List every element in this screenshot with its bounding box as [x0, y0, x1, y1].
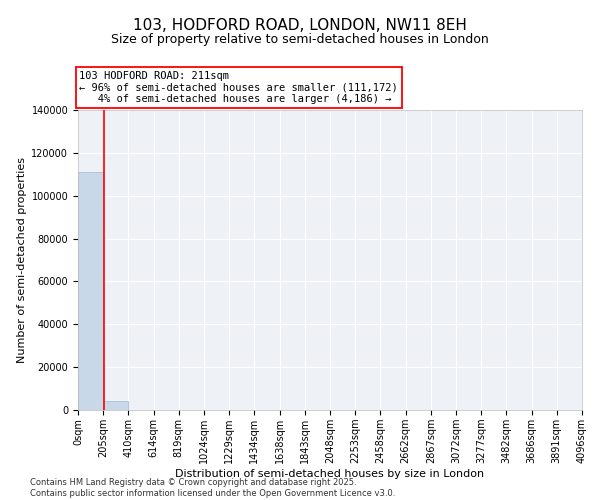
Y-axis label: Number of semi-detached properties: Number of semi-detached properties — [17, 157, 27, 363]
Bar — [103, 401, 128, 410]
X-axis label: Distribution of semi-detached houses by size in London: Distribution of semi-detached houses by … — [175, 469, 485, 479]
Text: Size of property relative to semi-detached houses in London: Size of property relative to semi-detach… — [111, 32, 489, 46]
Bar — [78, 172, 103, 410]
Text: 103 HODFORD ROAD: 211sqm
← 96% of semi-detached houses are smaller (111,172)
   : 103 HODFORD ROAD: 211sqm ← 96% of semi-d… — [79, 71, 398, 104]
Text: Contains HM Land Registry data © Crown copyright and database right 2025.
Contai: Contains HM Land Registry data © Crown c… — [30, 478, 395, 498]
Text: 103, HODFORD ROAD, LONDON, NW11 8EH: 103, HODFORD ROAD, LONDON, NW11 8EH — [133, 18, 467, 32]
